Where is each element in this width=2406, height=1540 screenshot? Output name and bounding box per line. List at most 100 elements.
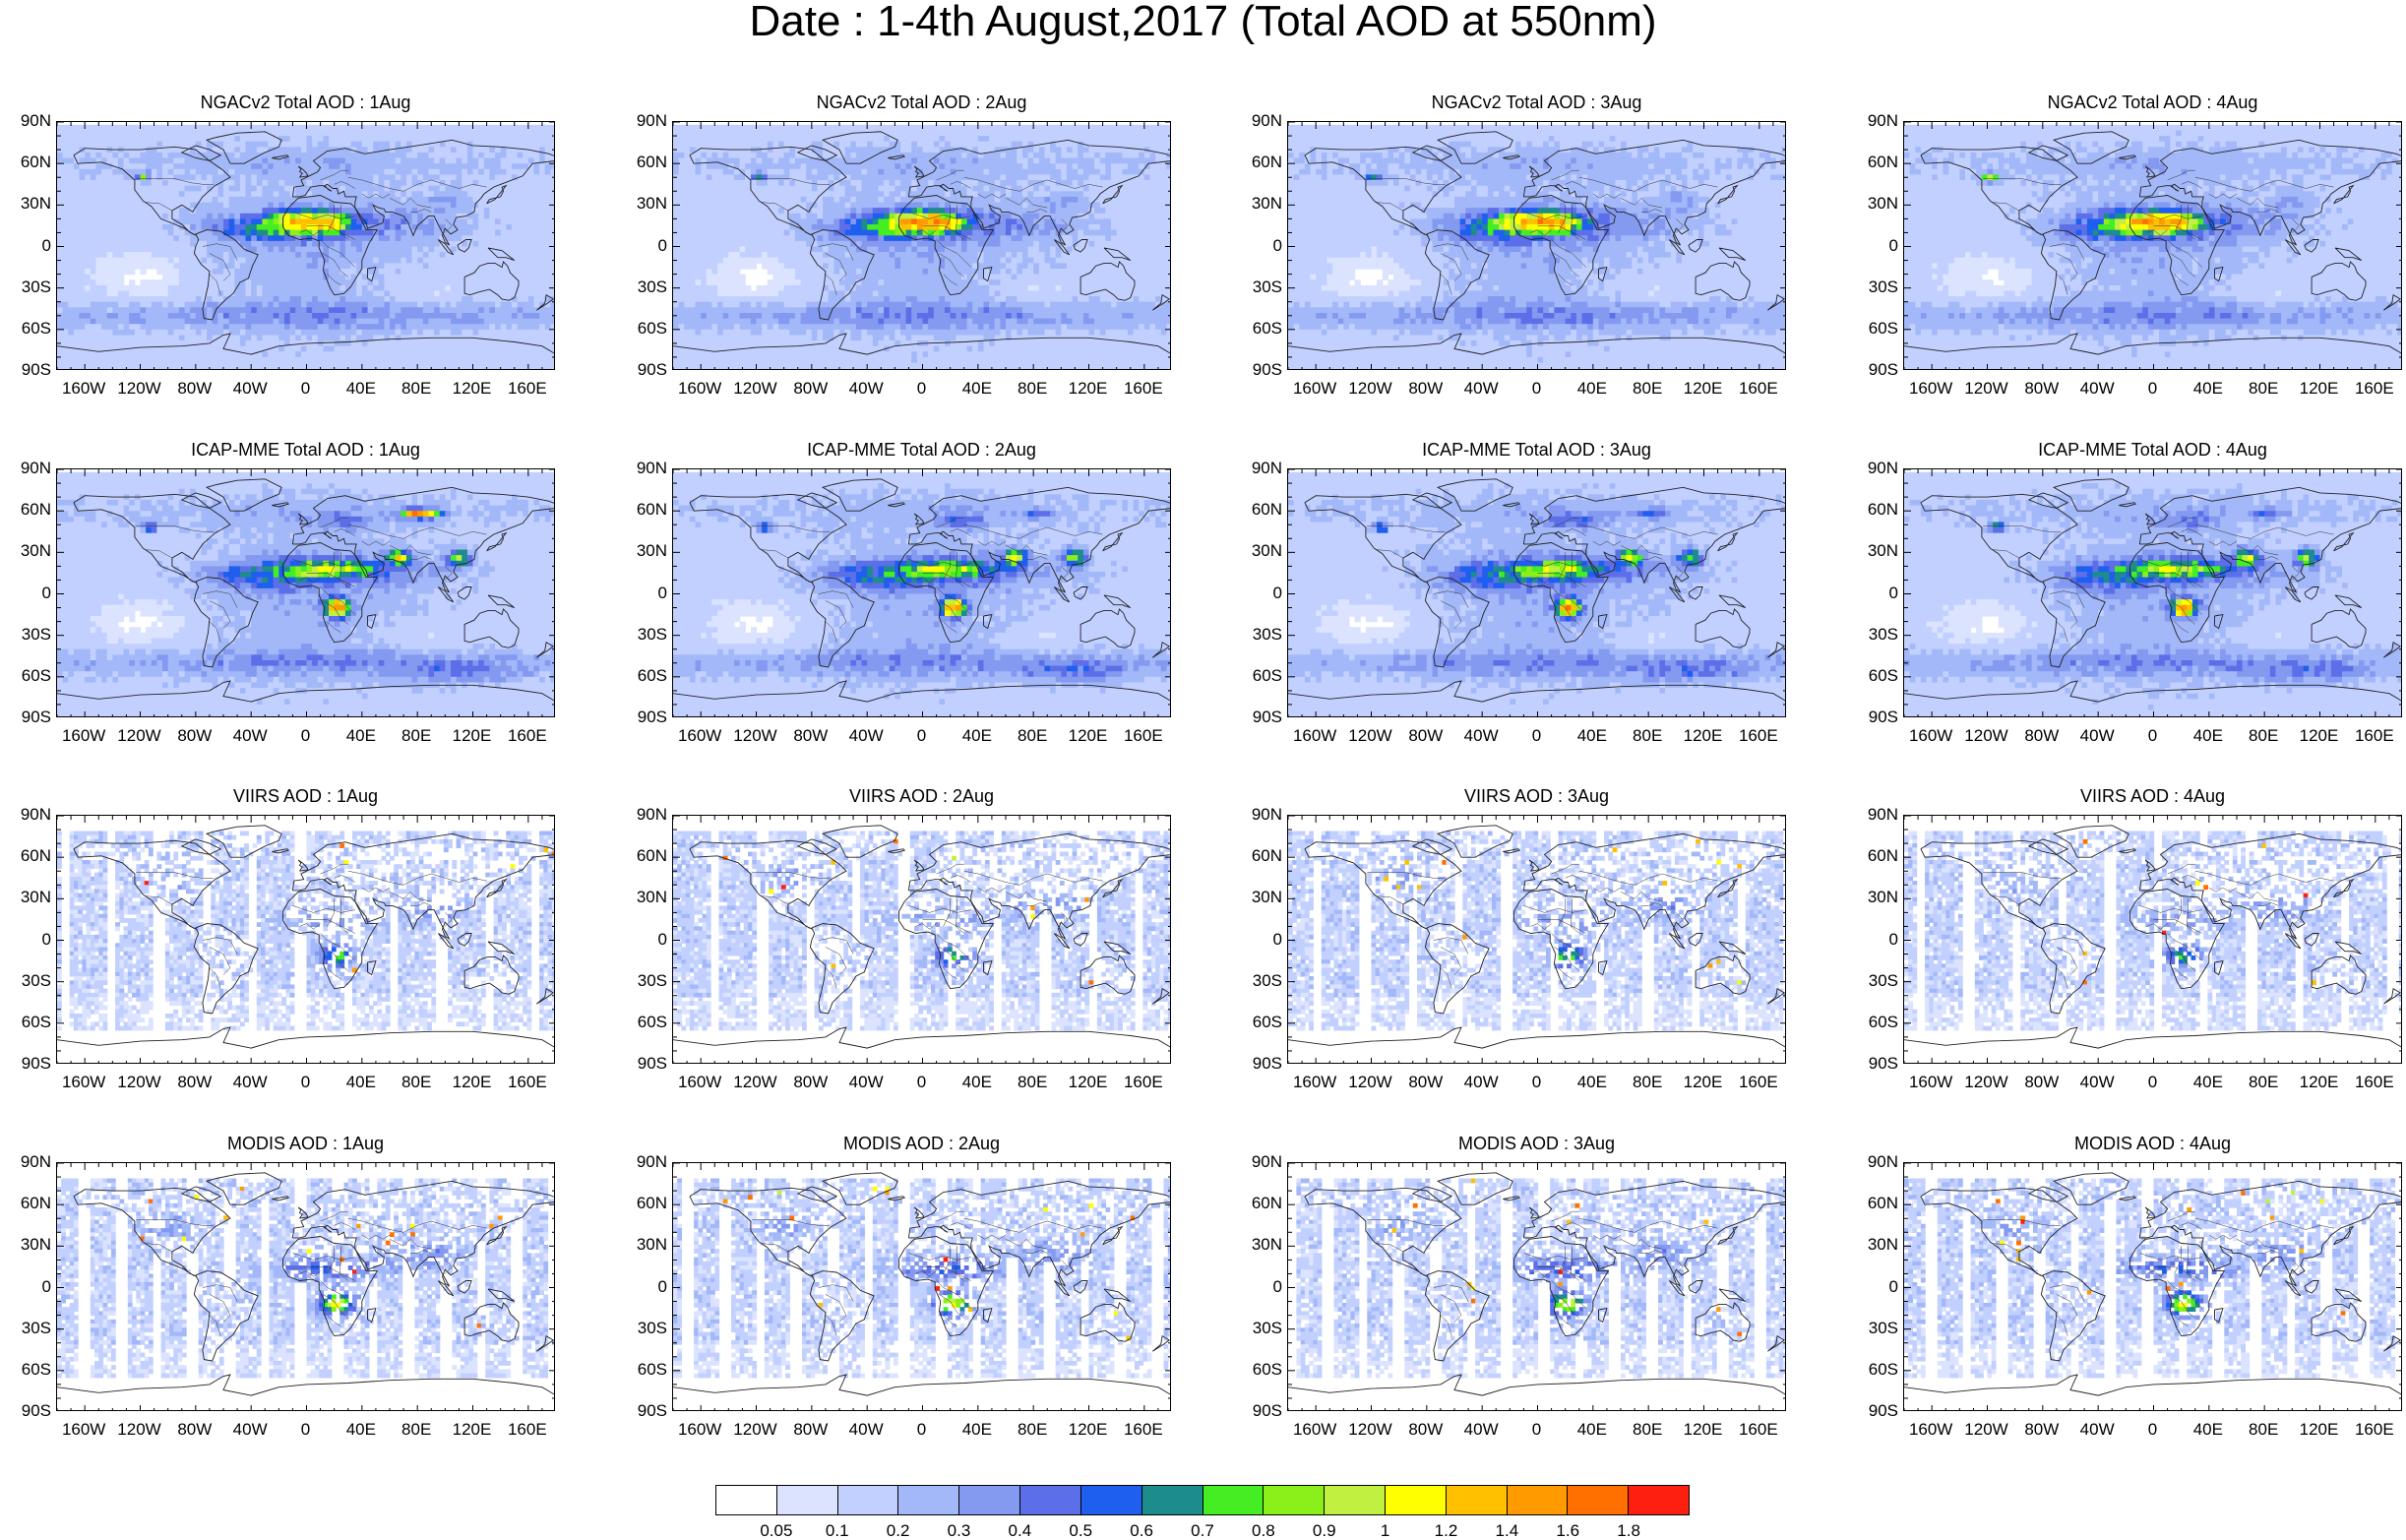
y-tick-label: 90N bbox=[1223, 112, 1282, 129]
y-tick-label: 60N bbox=[0, 154, 51, 170]
aod-map bbox=[1288, 816, 1786, 1064]
y-tick-label: 30N bbox=[1839, 542, 1898, 559]
y-tick-label: 60S bbox=[1223, 1014, 1282, 1030]
aod-field bbox=[673, 472, 1171, 717]
y-tick-label: 90S bbox=[1223, 361, 1282, 378]
x-tick-label: 160E bbox=[2340, 1421, 2406, 1438]
map-panel bbox=[672, 468, 1171, 717]
panel-title: VIIRS AOD : 2Aug bbox=[666, 787, 1178, 805]
panel-title: VIIRS AOD : 4Aug bbox=[1897, 787, 2406, 805]
panel-title: ICAP-MME Total AOD : 2Aug bbox=[666, 441, 1178, 459]
y-tick-label: 60N bbox=[608, 154, 667, 170]
y-tick-label: 60S bbox=[1839, 667, 1898, 684]
y-tick-label: 60S bbox=[0, 320, 51, 337]
y-tick-label: 30S bbox=[0, 972, 51, 989]
y-tick-label: 30N bbox=[0, 542, 51, 559]
y-tick-label: 30N bbox=[1223, 1236, 1282, 1253]
y-tick-label: 30N bbox=[0, 195, 51, 212]
y-tick-label: 60S bbox=[1223, 667, 1282, 684]
y-tick-label: 30S bbox=[1839, 278, 1898, 295]
colorbar-label: 0.9 bbox=[1295, 1522, 1354, 1539]
y-tick-label: 30S bbox=[1223, 1320, 1282, 1336]
x-tick-label: 160E bbox=[493, 1074, 562, 1090]
y-tick-label: 60S bbox=[0, 667, 51, 684]
y-tick-label: 30S bbox=[608, 1320, 667, 1336]
y-tick-label: 0 bbox=[1839, 931, 1898, 948]
y-tick-label: 90N bbox=[608, 112, 667, 129]
panel-title: NGACv2 Total AOD : 2Aug bbox=[666, 93, 1178, 111]
y-tick-label: 30N bbox=[0, 889, 51, 905]
aod-field bbox=[1288, 832, 1786, 1031]
y-tick-label: 60S bbox=[608, 320, 667, 337]
y-tick-label: 90S bbox=[1839, 361, 1898, 378]
y-tick-label: 90N bbox=[0, 460, 51, 476]
map-panel bbox=[1287, 815, 1786, 1064]
y-tick-label: 90N bbox=[608, 806, 667, 823]
y-tick-label: 60N bbox=[608, 1195, 667, 1211]
map-panel bbox=[672, 121, 1171, 370]
y-tick-label: 30S bbox=[1839, 626, 1898, 643]
colorbar-label: 0.3 bbox=[930, 1522, 989, 1539]
map-panel bbox=[672, 1162, 1171, 1411]
y-tick-label: 60N bbox=[0, 847, 51, 864]
y-tick-label: 90S bbox=[1839, 708, 1898, 725]
y-tick-label: 90N bbox=[1223, 806, 1282, 823]
x-tick-label: 160E bbox=[2340, 380, 2406, 397]
y-tick-label: 30S bbox=[1223, 278, 1282, 295]
y-tick-label: 30S bbox=[608, 278, 667, 295]
y-tick-label: 90N bbox=[1839, 112, 1898, 129]
x-tick-label: 160E bbox=[2340, 1074, 2406, 1090]
colorbar-label: 1.4 bbox=[1477, 1522, 1536, 1539]
y-tick-label: 90S bbox=[608, 1402, 667, 1419]
colorbar-swatch bbox=[898, 1486, 959, 1514]
panel-title: MODIS AOD : 3Aug bbox=[1281, 1135, 1793, 1152]
y-tick-label: 60S bbox=[1223, 1361, 1282, 1378]
aod-map bbox=[1904, 469, 2402, 717]
aod-map bbox=[57, 816, 555, 1064]
aod-field bbox=[57, 125, 555, 370]
y-tick-label: 90N bbox=[1839, 460, 1898, 476]
aod-map bbox=[1904, 1163, 2402, 1411]
aod-field bbox=[1296, 1179, 1786, 1379]
y-tick-label: 90S bbox=[0, 708, 51, 725]
aod-map bbox=[57, 122, 555, 370]
aod-map bbox=[673, 469, 1171, 717]
y-tick-label: 30N bbox=[608, 542, 667, 559]
y-tick-label: 90S bbox=[608, 1055, 667, 1072]
aod-map bbox=[1288, 122, 1786, 370]
map-panel bbox=[1287, 1162, 1786, 1411]
y-tick-label: 60N bbox=[0, 1195, 51, 1211]
x-tick-label: 160E bbox=[1724, 380, 1793, 397]
y-tick-label: 90S bbox=[1223, 1402, 1282, 1419]
colorbar-label: 1.6 bbox=[1538, 1522, 1597, 1539]
map-panel bbox=[1903, 468, 2402, 717]
y-tick-label: 30S bbox=[608, 626, 667, 643]
y-tick-label: 60N bbox=[1223, 154, 1282, 170]
panel-title: VIIRS AOD : 3Aug bbox=[1281, 787, 1793, 805]
y-tick-label: 60S bbox=[0, 1014, 51, 1030]
y-tick-label: 30N bbox=[608, 1236, 667, 1253]
aod-field bbox=[57, 832, 555, 1031]
aod-map bbox=[1904, 122, 2402, 370]
y-tick-label: 90S bbox=[608, 708, 667, 725]
panel-title: ICAP-MME Total AOD : 4Aug bbox=[1897, 441, 2406, 459]
y-tick-label: 60N bbox=[1223, 501, 1282, 518]
map-panel bbox=[56, 815, 555, 1064]
colorbar-swatch bbox=[959, 1486, 1020, 1514]
panel-title: NGACv2 Total AOD : 3Aug bbox=[1281, 93, 1793, 111]
y-tick-label: 30N bbox=[608, 889, 667, 905]
y-tick-label: 0 bbox=[0, 237, 51, 254]
aod-map bbox=[1904, 816, 2402, 1064]
colorbar-swatch bbox=[1020, 1486, 1081, 1514]
colorbar-swatch bbox=[1508, 1486, 1569, 1514]
y-tick-label: 30N bbox=[608, 195, 667, 212]
y-tick-label: 90S bbox=[1223, 1055, 1282, 1072]
y-tick-label: 30N bbox=[1839, 889, 1898, 905]
x-tick-label: 160E bbox=[1109, 727, 1178, 744]
y-tick-label: 0 bbox=[0, 1278, 51, 1295]
panel-title: MODIS AOD : 1Aug bbox=[50, 1135, 562, 1152]
y-tick-label: 90N bbox=[1839, 806, 1898, 823]
x-tick-label: 160E bbox=[1109, 380, 1178, 397]
colorbar-swatch bbox=[1386, 1486, 1447, 1514]
y-tick-label: 60S bbox=[1223, 320, 1282, 337]
